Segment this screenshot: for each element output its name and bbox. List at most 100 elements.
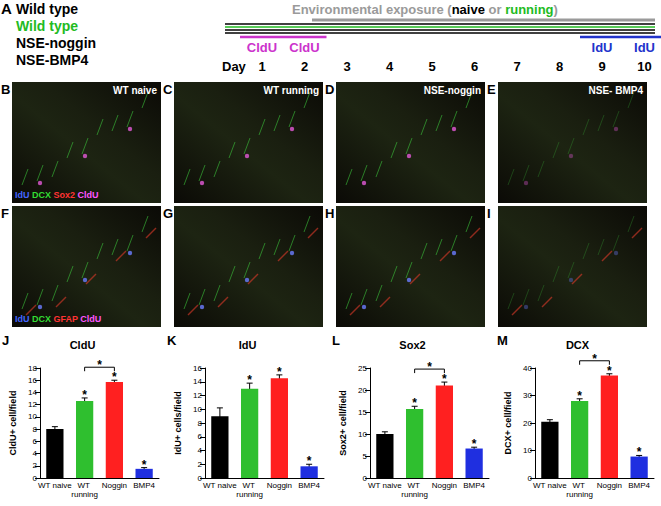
svg-text:5: 5 — [363, 452, 368, 461]
svg-text:WT naive: WT naive — [203, 481, 237, 490]
svg-text:running: running — [401, 490, 428, 499]
svg-text:CldU: CldU — [247, 40, 277, 55]
svg-text:18: 18 — [28, 364, 37, 373]
svg-text:WT: WT — [407, 481, 422, 490]
svg-text:20: 20 — [358, 386, 367, 395]
svg-text:40: 40 — [523, 364, 532, 373]
svg-text:9: 9 — [598, 59, 605, 74]
svg-text:*: * — [247, 373, 252, 387]
svg-text:*: * — [307, 454, 312, 468]
svg-text:WT: WT — [572, 481, 587, 490]
svg-text:IdU DCX Sox2 CldU: IdU DCX Sox2 CldU — [15, 190, 99, 200]
svg-text:*: * — [277, 365, 282, 379]
svg-text:B: B — [1, 82, 10, 97]
svg-text:14: 14 — [28, 388, 37, 397]
svg-text:running: running — [236, 490, 263, 499]
svg-text:8: 8 — [556, 59, 563, 74]
svg-text:0: 0 — [33, 474, 38, 483]
svg-text:K: K — [167, 333, 177, 348]
svg-text:*: * — [442, 372, 447, 386]
svg-text:1: 1 — [258, 59, 265, 74]
svg-text:7: 7 — [513, 59, 520, 74]
svg-text:10: 10 — [358, 430, 367, 439]
svg-text:IdU+ cells/field: IdU+ cells/field — [173, 391, 183, 454]
svg-text:10: 10 — [193, 405, 202, 414]
svg-text:M: M — [497, 333, 508, 348]
svg-text:CldU: CldU — [289, 40, 319, 55]
svg-text:IdU DCX GFAP CldU: IdU DCX GFAP CldU — [15, 314, 101, 324]
svg-text:BMP4: BMP4 — [133, 481, 155, 490]
svg-text:Sox2+ cell/field: Sox2+ cell/field — [338, 390, 348, 455]
svg-text:DCX: DCX — [566, 339, 590, 351]
svg-text:12: 12 — [28, 400, 37, 409]
svg-text:I: I — [487, 206, 491, 221]
svg-text:L: L — [332, 333, 340, 348]
svg-text:NSE-noggin: NSE-noggin — [16, 35, 96, 51]
svg-text:*: * — [427, 360, 432, 374]
svg-text:Wild type: Wild type — [16, 1, 78, 17]
svg-text:20: 20 — [523, 419, 532, 428]
svg-text:*: * — [592, 352, 597, 366]
svg-text:6: 6 — [198, 432, 203, 441]
svg-text:*: * — [82, 388, 87, 402]
svg-text:WT running: WT running — [263, 85, 319, 96]
svg-text:BMP4: BMP4 — [463, 481, 485, 490]
svg-text:WT naive: WT naive — [113, 85, 157, 96]
svg-text:6: 6 — [471, 59, 478, 74]
svg-text:3: 3 — [343, 59, 350, 74]
svg-text:Environmental exposure (naive: Environmental exposure (naive or running… — [292, 2, 558, 17]
svg-text:BMP4: BMP4 — [628, 481, 650, 490]
svg-text:2: 2 — [301, 59, 308, 74]
svg-text:WT naive: WT naive — [38, 481, 72, 490]
svg-text:NSE- BMP4: NSE- BMP4 — [589, 85, 644, 96]
svg-text:0: 0 — [363, 474, 368, 483]
svg-text:IdU: IdU — [239, 339, 257, 351]
svg-text:10: 10 — [28, 412, 37, 421]
svg-text:16: 16 — [28, 376, 37, 385]
svg-text:WT: WT — [242, 481, 257, 490]
svg-text:10: 10 — [637, 59, 651, 74]
svg-text:0: 0 — [528, 474, 533, 483]
svg-text:G: G — [163, 206, 173, 221]
svg-text:IdU: IdU — [592, 40, 613, 55]
svg-text:CldU+ cell/field: CldU+ cell/field — [8, 391, 18, 456]
svg-text:BMP4: BMP4 — [298, 481, 320, 490]
svg-text:12: 12 — [193, 391, 202, 400]
svg-text:4: 4 — [33, 449, 38, 458]
svg-text:A: A — [1, 0, 12, 17]
svg-text:2: 2 — [33, 461, 38, 470]
svg-text:running: running — [71, 490, 98, 499]
svg-text:5: 5 — [428, 59, 435, 74]
svg-text:IdU: IdU — [634, 40, 655, 55]
svg-text:14: 14 — [193, 377, 202, 386]
svg-text:F: F — [1, 206, 9, 221]
svg-text:running: running — [566, 490, 593, 499]
svg-text:Sox2: Sox2 — [399, 339, 425, 351]
svg-text:*: * — [577, 389, 582, 403]
svg-text:Noggin: Noggin — [267, 481, 292, 490]
svg-text:NSE-BMP4: NSE-BMP4 — [16, 52, 89, 68]
svg-text:6: 6 — [33, 437, 38, 446]
svg-text:J: J — [2, 333, 9, 348]
svg-text:*: * — [97, 358, 102, 372]
svg-text:10: 10 — [523, 446, 532, 455]
svg-text:2: 2 — [198, 460, 203, 469]
svg-text:E: E — [487, 82, 496, 97]
svg-text:8: 8 — [198, 419, 203, 428]
svg-text:Day: Day — [222, 59, 247, 74]
svg-text:WT naive: WT naive — [533, 481, 567, 490]
svg-text:WT naive: WT naive — [368, 481, 402, 490]
svg-text:WT: WT — [77, 481, 92, 490]
svg-text:30: 30 — [523, 391, 532, 400]
svg-text:Noggin: Noggin — [102, 481, 127, 490]
svg-text:16: 16 — [193, 364, 202, 373]
svg-text:Noggin: Noggin — [432, 481, 457, 490]
svg-text:D: D — [325, 82, 334, 97]
svg-text:CldU: CldU — [70, 339, 96, 351]
svg-text:NSE-noggin: NSE-noggin — [424, 85, 481, 96]
svg-text:8: 8 — [33, 425, 38, 434]
svg-text:C: C — [163, 82, 173, 97]
svg-text:4: 4 — [198, 446, 203, 455]
svg-text:0: 0 — [198, 474, 203, 483]
svg-text:DCX+ cell/field: DCX+ cell/field — [503, 392, 513, 455]
